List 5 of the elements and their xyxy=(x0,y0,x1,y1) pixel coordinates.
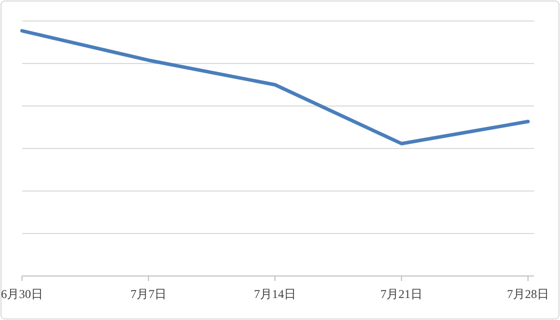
x-tick-label: 7月21日 xyxy=(380,287,422,301)
x-tick-label: 7月28日 xyxy=(507,287,549,301)
x-tick-label: 7月7日 xyxy=(130,287,166,301)
x-tick-label: 7月14日 xyxy=(254,287,296,301)
x-tick-label: 6月30日 xyxy=(1,287,43,301)
